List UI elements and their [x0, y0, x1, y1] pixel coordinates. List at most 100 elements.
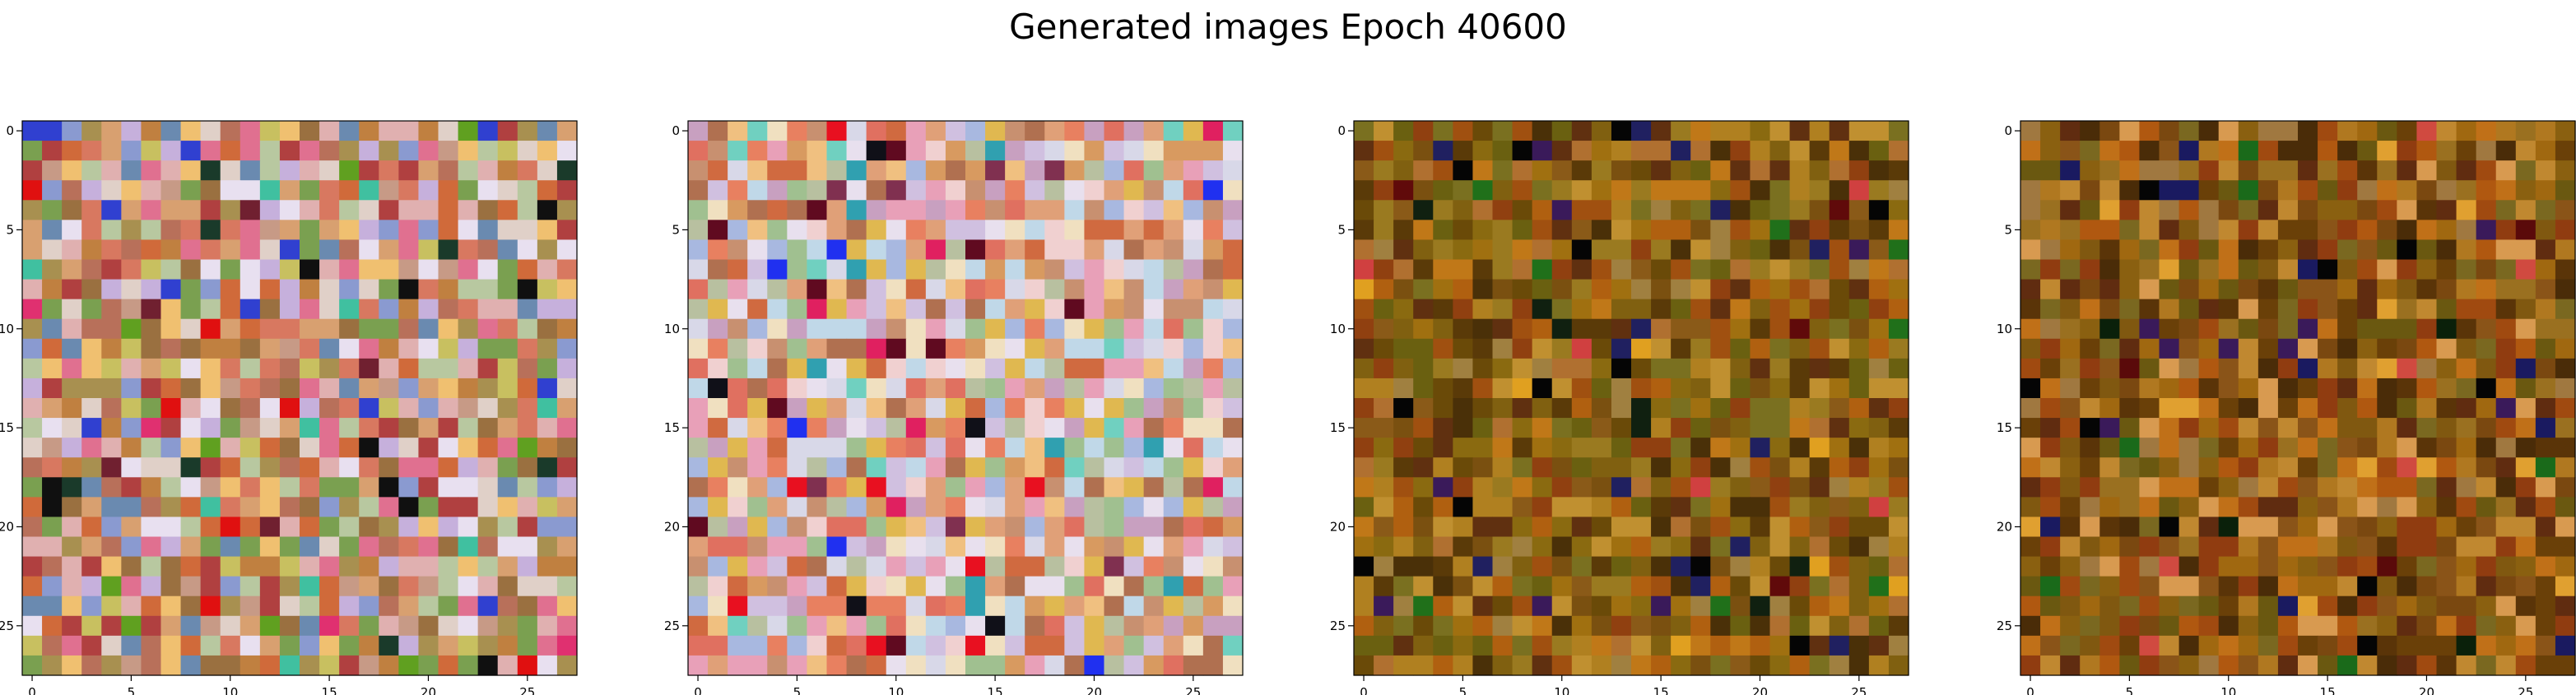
pixel-cell — [121, 418, 142, 438]
pixel-cell — [101, 595, 122, 617]
pixel-cell — [517, 398, 538, 419]
pixel-cell — [1730, 279, 1751, 300]
pixel-cell — [1202, 595, 1224, 617]
pixel-cell — [2377, 121, 2397, 141]
pixel-cell — [1453, 655, 1474, 676]
pixel-cell — [279, 497, 300, 518]
pixel-cell — [2257, 398, 2279, 419]
pixel-cell — [925, 536, 946, 558]
pixel-cell — [22, 338, 43, 359]
pixel-cell — [1551, 318, 1573, 340]
pixel-cell — [1202, 141, 1224, 161]
pixel-cell — [556, 536, 578, 558]
pixel-cell — [688, 239, 709, 261]
pixel-cell — [2377, 259, 2397, 280]
pixel-cell — [101, 358, 122, 379]
pixel-cell — [1453, 279, 1474, 300]
pixel-cell — [2040, 398, 2061, 419]
pixel-cell — [2277, 121, 2299, 141]
pixel-cell — [1888, 438, 1909, 458]
pixel-cell — [1591, 358, 1612, 379]
pixel-cell — [1571, 595, 1593, 617]
pixel-cell — [747, 200, 768, 220]
pixel-cell — [1472, 418, 1494, 438]
pixel-cell — [2377, 615, 2397, 637]
pixel-cell — [200, 239, 221, 261]
pixel-cell — [925, 279, 946, 300]
pixel-cell — [2298, 121, 2318, 141]
pixel-cell — [2555, 200, 2576, 220]
pixel-cell — [1143, 477, 1165, 498]
pixel-cell — [1143, 517, 1165, 538]
pixel-cell — [1671, 497, 1691, 518]
pixel-cell — [259, 438, 281, 458]
pixel-cell — [62, 497, 82, 518]
pixel-cell — [300, 477, 320, 498]
pixel-cell — [2298, 180, 2318, 201]
pixel-cell — [1710, 615, 1731, 637]
pixel-cell — [1750, 239, 1771, 261]
pixel-cell — [945, 200, 966, 220]
pixel-cell — [1104, 418, 1125, 438]
pixel-cell — [1084, 239, 1105, 261]
pixel-cell — [339, 239, 360, 261]
pixel-cell — [2277, 200, 2299, 220]
pixel-cell — [1413, 556, 1434, 577]
pixel-cell — [767, 497, 788, 518]
pixel-cell — [747, 477, 768, 498]
pixel-cell — [1492, 517, 1514, 538]
pixel-cell — [22, 200, 43, 220]
pixel-cell — [1084, 595, 1105, 617]
pixel-cell — [1354, 180, 1374, 201]
pixel-cell — [985, 121, 1006, 141]
pixel-cell — [886, 318, 907, 340]
pixel-cell — [2495, 239, 2517, 261]
pixel-cell — [1393, 180, 1414, 201]
pixel-cell — [2555, 576, 2576, 597]
pixel-cell — [1202, 418, 1224, 438]
pixel-cell — [1769, 141, 1791, 161]
pixel-cell — [1064, 180, 1086, 201]
pixel-cell — [1143, 160, 1165, 181]
pixel-cell — [2476, 200, 2497, 220]
pixel-cell — [556, 418, 578, 438]
pixel-cell — [1631, 358, 1652, 379]
pixel-cell — [1393, 556, 1414, 577]
pixel-cell — [517, 279, 538, 300]
pixel-cell — [1769, 615, 1791, 637]
pixel-cell — [339, 398, 360, 419]
pixel-cell — [1183, 418, 1204, 438]
pixel-cell — [1354, 635, 1374, 656]
pixel-cell — [1710, 239, 1731, 261]
pixel-cell — [141, 318, 162, 340]
pixel-cell — [2020, 279, 2041, 300]
pixel-cell — [1163, 418, 1184, 438]
pixel-cell — [1143, 556, 1165, 577]
pixel-cell — [1084, 318, 1105, 340]
pixel-cell — [1809, 299, 1830, 320]
pixel-cell — [826, 595, 848, 617]
pixel-cell — [239, 457, 261, 478]
pixel-cell — [985, 595, 1006, 617]
pixel-cell — [1183, 635, 1204, 656]
pixel-cell — [1611, 615, 1632, 637]
pixel-cell — [2218, 160, 2239, 181]
pixel-cell — [1769, 497, 1791, 518]
pixel-cell — [2298, 477, 2318, 498]
pixel-cell — [398, 239, 420, 261]
pixel-cell — [826, 398, 848, 419]
pixel-cell — [1571, 536, 1593, 558]
pixel-cell — [1123, 338, 1145, 359]
pixel-cell — [1868, 338, 1890, 359]
pixel-cell — [1123, 576, 1145, 597]
pixel-cell — [1512, 418, 1533, 438]
pixel-cell — [2495, 318, 2517, 340]
pixel-cell — [826, 121, 848, 141]
pixel-cell — [81, 160, 102, 181]
pixel-cell — [458, 418, 479, 438]
pixel-cell — [497, 398, 518, 419]
pixel-cell — [2198, 378, 2220, 399]
pixel-cell — [1183, 517, 1204, 538]
pixel-cell — [418, 160, 439, 181]
pixel-cell — [180, 635, 202, 656]
